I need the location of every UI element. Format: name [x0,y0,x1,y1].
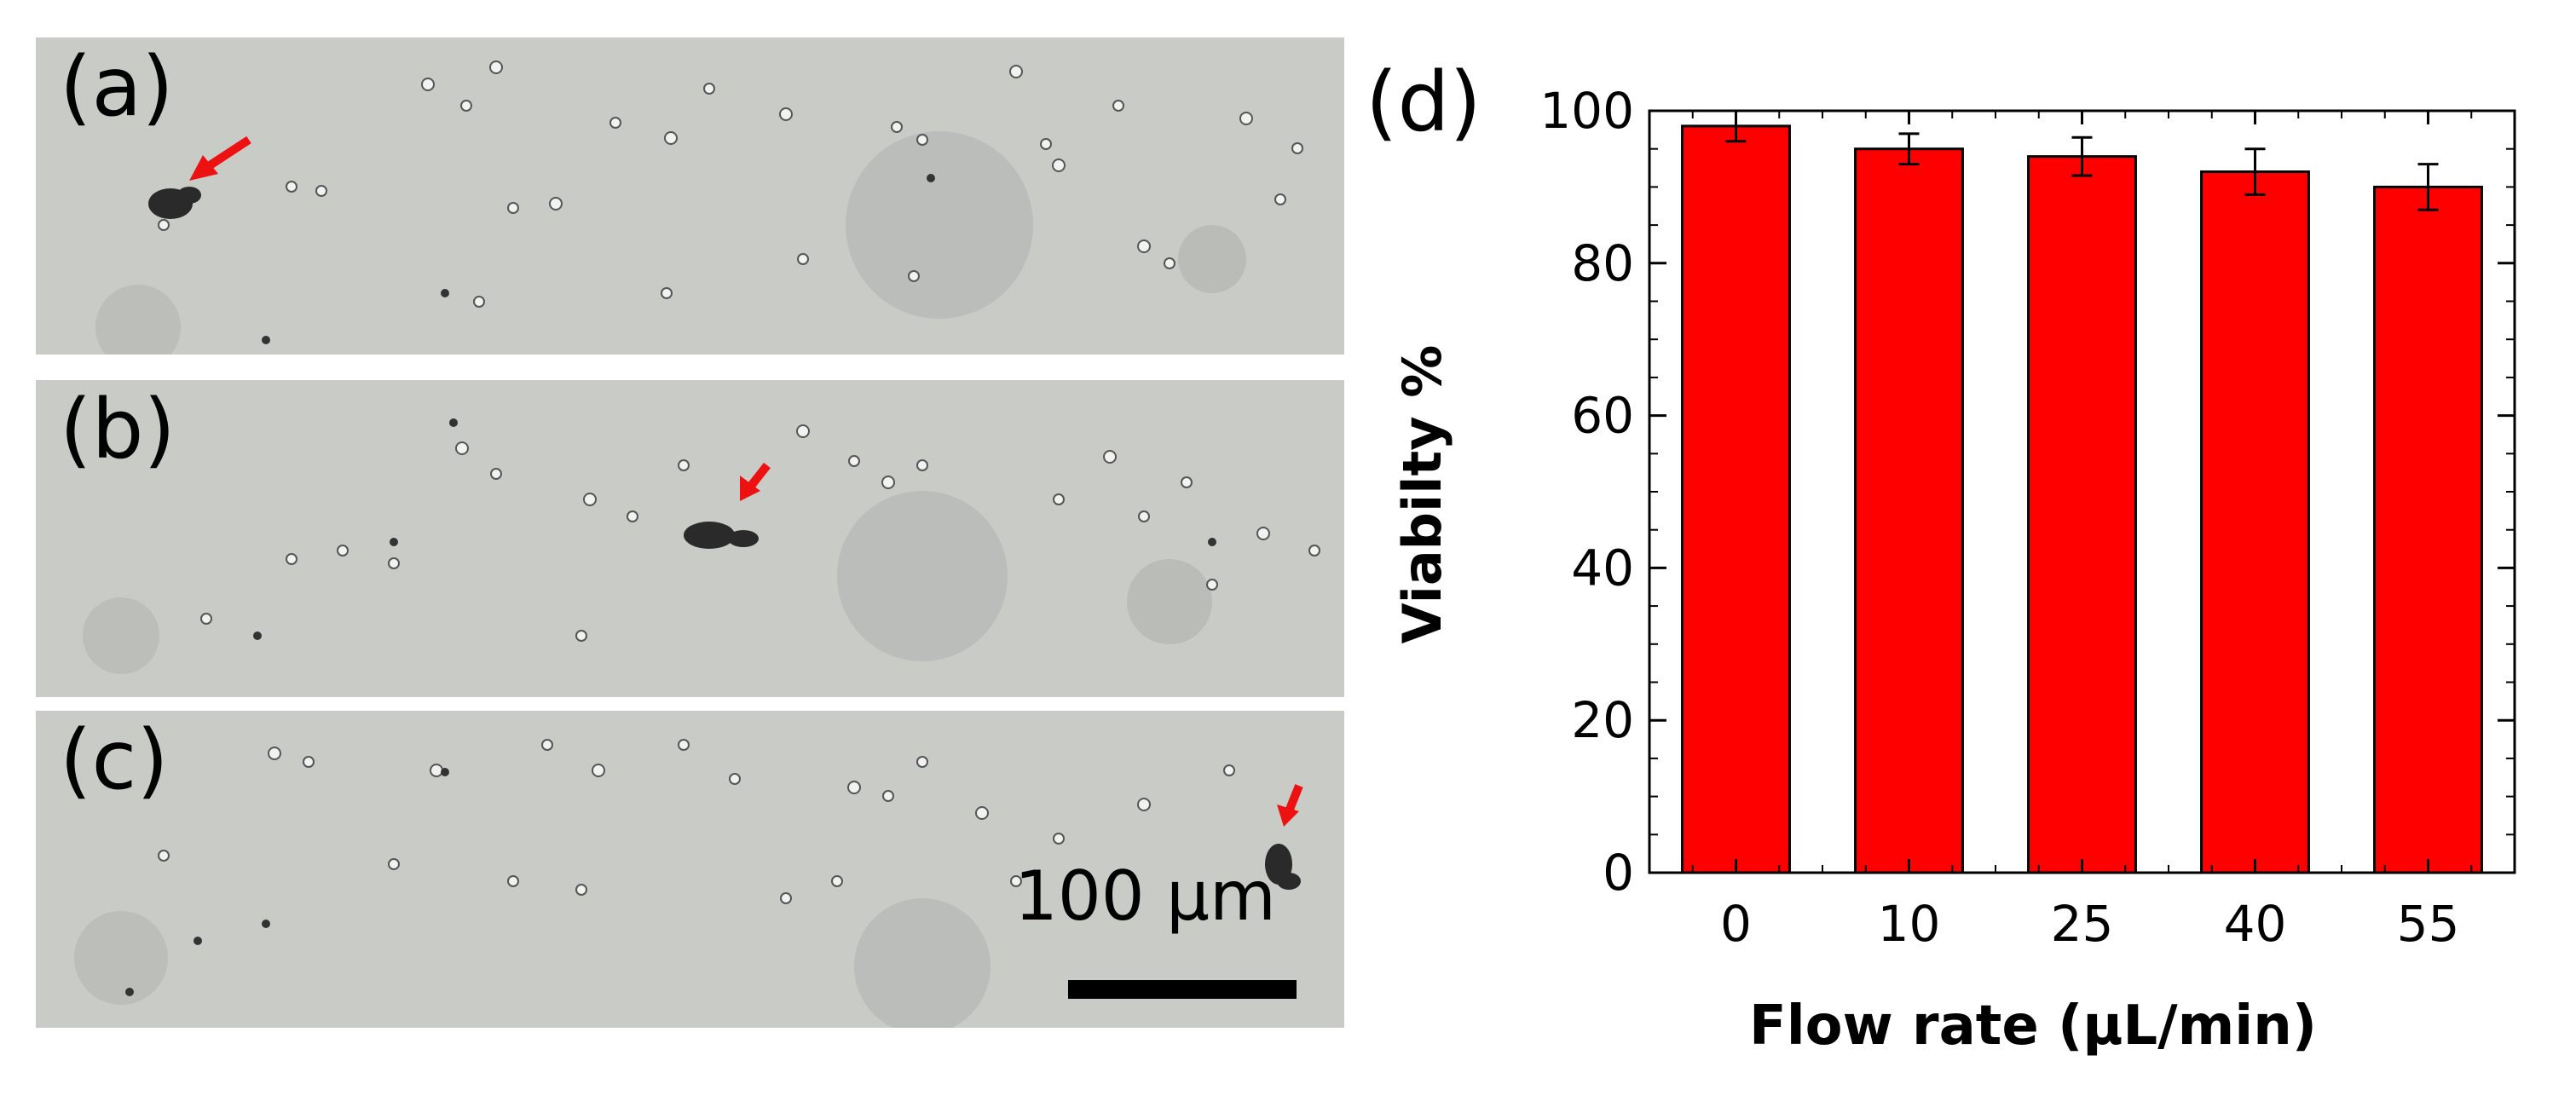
red-arrow-a [189,136,251,181]
micrograph-panel-c: (c) [36,711,1344,1028]
micrograph-a-cells [95,61,1303,355]
bar-25 [2027,155,2137,874]
red-arrow-c [1277,784,1303,827]
panel-label-c: (c) [60,712,169,808]
micrograph-b-cells [83,418,1320,674]
y-tick-label: 40 [1571,539,1634,597]
error-bar-55 [2417,163,2439,211]
y-tick-label: 0 [1603,844,1634,902]
red-arrow-b [740,462,771,501]
error-bar-10 [1898,132,1920,166]
scale-bar [1068,980,1297,999]
y-tick-label: 20 [1571,691,1634,749]
x-tick-label: 55 [2397,895,2460,953]
micrograph-c-cells [74,739,1301,1028]
x-tick-label: 10 [1878,895,1941,953]
x-tick-label: 25 [2051,895,2114,953]
panel-label-a: (a) [60,39,174,135]
panel-label-d: (d) [1366,55,1481,150]
y-tick-label: 60 [1571,387,1634,445]
x-tick-label: 40 [2224,895,2287,953]
scale-bar-label: 100 µm [1014,856,1276,936]
y-tick-label: 100 [1539,82,1634,140]
panel-label-b: (b) [60,382,176,477]
error-bar-25 [2071,136,2093,177]
bar-0 [1681,124,1791,874]
error-bar-40 [2244,147,2266,196]
x-tick-label: 0 [1720,895,1752,953]
bar-55 [2373,185,2483,874]
micrograph-panel-a: (a) [36,37,1344,355]
bar-10 [1854,147,1964,874]
bar-40 [2200,170,2310,874]
x-axis-label: Flow rate (µL/min) [1749,995,2317,1058]
y-tick-label: 80 [1571,234,1634,292]
viability-bar-chart: 0 10 25 40 55 0 20 40 60 80 100 Viabilty % Flow ra… [1391,82,2516,1058]
micrograph-panel-b: (b) [36,380,1344,697]
y-axis-label: Viabilty % [1391,345,1453,644]
